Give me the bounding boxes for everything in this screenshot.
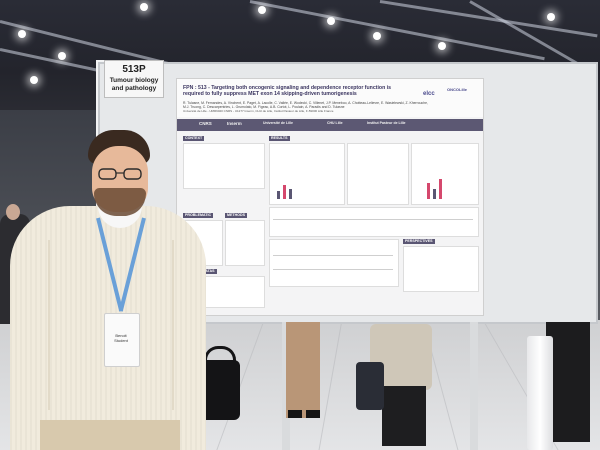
results-figure-4 [269,207,479,237]
panel-number-tag: 513P Tumour biology and pathology [104,60,164,98]
poster-affiliation: Université de Lille - UMR9020 CNRS - U12… [183,110,334,113]
mini-grid-line [273,219,473,220]
ceiling-lamp [373,32,381,40]
logo-cnrs: CNRS [199,121,212,126]
poster-logo-band [177,119,483,131]
logo-inserm: Inserm [227,121,242,126]
ceiling-lamp [327,17,335,25]
poster-logo-elcc: elcc [423,91,435,97]
section-problematic: PROBLEMATIC [183,213,214,218]
results-figure-1 [269,143,345,205]
badge-name: Benoit [115,333,127,338]
ceiling-lamp [18,30,26,38]
name-badge [104,313,140,367]
background-visitor-head [6,204,20,220]
poster-header [177,79,483,117]
poster-authors: R. Tulasne, M. Fernandes, A. Vinchent, E… [183,101,428,109]
logo-universite-lille: Université de Lille [263,121,293,125]
glasses-icon [98,168,142,180]
visitor-handbag [356,362,384,410]
panel-number: 513P [122,64,146,75]
ceiling-lamp [547,13,555,21]
section-results: RESULTS [269,136,290,141]
ceiling-lamp [30,76,38,84]
panel-category: Tumour biology and pathology [109,77,159,92]
badge-role: Student [114,338,128,343]
ceiling-lamp [438,42,446,50]
mini-bar [433,189,436,199]
mini-grid-line [273,255,393,256]
methods-figure [225,220,265,266]
trousers [40,420,180,450]
barrier-post [527,336,553,450]
visitor-legs [546,322,590,442]
mini-bar [439,179,442,199]
logo-institut-pasteur: Institut Pasteur de Lille [367,121,406,125]
poster-title: FPN : 513 - Targeting both oncogenic sig… [183,85,392,97]
sleeve-seam [48,240,50,410]
visitor-legs [286,322,320,418]
mini-grid-line [273,269,393,270]
section-methods: METHODS [225,213,247,218]
panel-leg [470,322,478,450]
ceiling-lamp [58,52,66,60]
results-figure-2 [347,143,409,205]
ceiling-lamp [140,3,148,11]
context-figure [183,143,265,189]
sleeve-seam [172,240,174,410]
mini-bar [427,183,430,199]
mini-bar [283,185,286,199]
section-perspectives: PERSPECTIVES [403,239,435,244]
perspectives-figure [403,246,479,292]
visitor-shoe [288,410,302,418]
logo-chu-lille: CHU Lille [327,121,343,125]
results-figure-5 [269,239,399,287]
section-context: CONTEXT [183,136,205,141]
visitor-legs [382,386,426,446]
visitor-shoe [306,410,320,418]
mini-bar [289,189,292,199]
badge-text: Benoit Student [108,333,134,343]
poster-logo-oncolille: ONCOLille [447,87,468,92]
results-figure-3 [411,143,479,205]
mini-bar [277,191,280,199]
ceiling-lamp [258,6,266,14]
scientific-poster: FPN : 513 - Targeting both oncogenic sig… [176,78,484,316]
